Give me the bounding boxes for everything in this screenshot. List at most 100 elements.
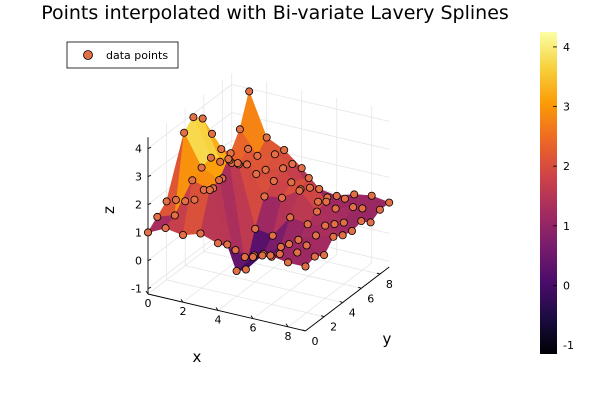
data-point bbox=[277, 193, 286, 202]
axis-line bbox=[250, 315, 254, 319]
data-point bbox=[280, 145, 289, 154]
data-point bbox=[315, 184, 324, 193]
colorbar-tick-label: 3 bbox=[563, 101, 570, 114]
axis-line bbox=[215, 307, 219, 311]
data-point bbox=[213, 239, 222, 248]
y-tick-label: 0 bbox=[312, 335, 319, 348]
data-point bbox=[217, 145, 226, 154]
data-point bbox=[340, 194, 349, 203]
data-point bbox=[366, 218, 375, 227]
y-tick-label: 6 bbox=[367, 292, 374, 305]
x-tick-label: 2 bbox=[180, 305, 187, 318]
x-tick-label: 8 bbox=[285, 330, 292, 343]
data-point bbox=[287, 178, 296, 187]
data-point bbox=[180, 128, 189, 137]
data-point bbox=[330, 220, 339, 229]
colorbar-tick-label: -1 bbox=[563, 339, 574, 352]
data-point bbox=[385, 198, 394, 207]
z-tick-label: 4 bbox=[135, 142, 142, 155]
axis-line bbox=[180, 298, 184, 303]
data-point bbox=[189, 113, 198, 122]
data-point bbox=[231, 246, 240, 255]
data-point bbox=[241, 265, 250, 274]
data-point bbox=[268, 231, 277, 240]
data-point bbox=[190, 195, 199, 204]
grid-line bbox=[252, 254, 337, 319]
data-point bbox=[312, 207, 321, 216]
data-point bbox=[305, 183, 314, 192]
data-point bbox=[321, 221, 330, 230]
grid-line bbox=[287, 262, 372, 328]
data-point bbox=[329, 232, 338, 241]
data-point bbox=[338, 231, 347, 240]
data-point bbox=[310, 252, 319, 261]
data-point bbox=[375, 205, 384, 214]
data-point bbox=[245, 87, 254, 96]
data-point bbox=[207, 129, 216, 138]
data-point bbox=[279, 164, 288, 173]
colorbar-tick-label: 4 bbox=[563, 41, 570, 54]
data-point bbox=[240, 252, 249, 261]
z-tick-label: 2 bbox=[135, 198, 142, 211]
data-point bbox=[224, 154, 233, 163]
colorbar-tick-label: 0 bbox=[563, 279, 570, 292]
data-point bbox=[303, 220, 312, 229]
colorbar-tick-label: 2 bbox=[563, 160, 570, 173]
data-point bbox=[143, 228, 152, 237]
data-point bbox=[233, 159, 242, 168]
data-point bbox=[301, 262, 310, 271]
chart-title: Points interpolated with Bi-variate Lave… bbox=[41, 2, 509, 24]
data-point bbox=[293, 248, 302, 257]
axis-line bbox=[145, 290, 149, 295]
axis-line bbox=[147, 293, 306, 332]
data-point bbox=[181, 197, 190, 206]
data-points bbox=[143, 87, 394, 275]
data-point bbox=[248, 252, 257, 261]
data-point bbox=[332, 191, 341, 200]
data-point bbox=[320, 251, 329, 260]
data-point bbox=[261, 165, 270, 174]
data-point bbox=[294, 235, 303, 244]
data-point bbox=[286, 213, 295, 222]
colorbar: -1 0 1 2 3 4 bbox=[540, 32, 574, 354]
axis-line bbox=[147, 174, 152, 177]
data-point bbox=[188, 176, 197, 185]
data-point bbox=[161, 224, 170, 233]
data-point bbox=[198, 114, 207, 123]
axis-line bbox=[320, 315, 325, 318]
grid-line bbox=[166, 279, 325, 318]
data-point bbox=[205, 185, 214, 194]
data-point bbox=[285, 240, 294, 249]
z-tick-label: -1 bbox=[131, 282, 142, 295]
y-tick-label: 4 bbox=[349, 307, 356, 320]
legend-marker bbox=[83, 50, 93, 60]
data-point bbox=[244, 144, 253, 153]
data-point bbox=[314, 197, 323, 206]
data-point bbox=[347, 226, 356, 235]
data-point bbox=[358, 204, 367, 213]
data-point bbox=[171, 195, 180, 204]
data-point bbox=[242, 160, 251, 169]
legend-label: data points bbox=[106, 49, 168, 62]
x-tick-label: 6 bbox=[250, 322, 257, 335]
grid-line bbox=[231, 84, 390, 122]
data-point bbox=[197, 163, 206, 172]
axis-line bbox=[147, 286, 152, 289]
grid-line bbox=[203, 251, 362, 289]
data-point bbox=[252, 170, 261, 179]
y-tick-label: 2 bbox=[330, 321, 337, 334]
data-point bbox=[283, 258, 292, 267]
data-point bbox=[304, 173, 313, 182]
z-axis-label: z bbox=[100, 206, 118, 214]
axis-line bbox=[376, 272, 381, 275]
data-point bbox=[367, 191, 376, 200]
z-tick-label: 1 bbox=[135, 226, 142, 239]
data-point bbox=[260, 192, 269, 201]
data-point bbox=[288, 159, 297, 168]
data-point bbox=[331, 204, 340, 213]
data-point bbox=[232, 266, 241, 275]
colorbar-gradient bbox=[540, 32, 557, 354]
x-tick-label: 0 bbox=[145, 297, 152, 310]
z-tick-label: 3 bbox=[135, 170, 142, 183]
data-point bbox=[339, 218, 348, 227]
